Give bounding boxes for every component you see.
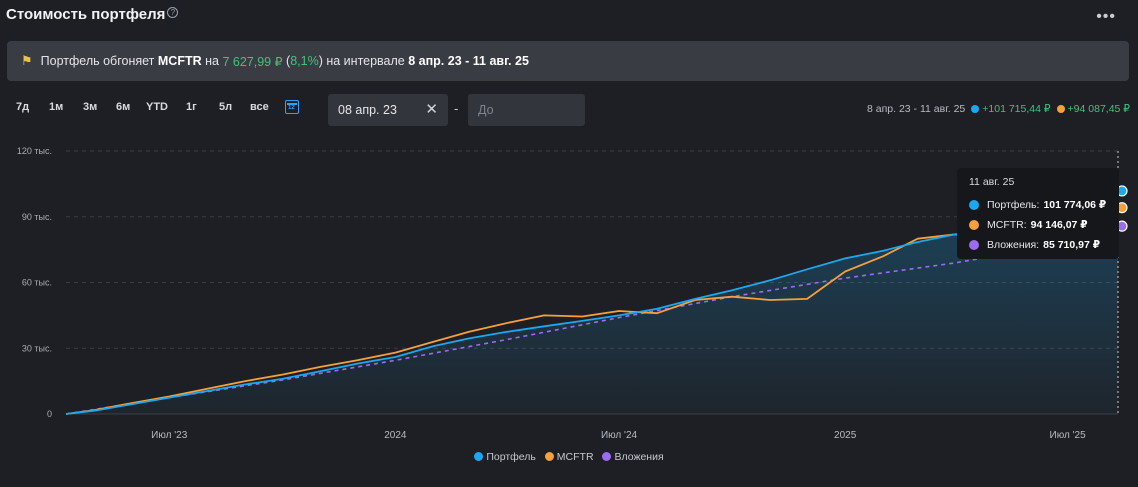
tooltip-investments-dot-icon — [969, 240, 979, 250]
legend-mcftr-label: MCFTR — [556, 451, 594, 463]
period-1m[interactable]: 1м — [49, 101, 64, 113]
banner-benchmark: MCFTR — [157, 54, 202, 68]
banner-interval: 8 апр. 23 - 11 авг. 25 — [408, 54, 529, 68]
legend-item-investments[interactable]: Вложения — [602, 451, 664, 463]
chart-tooltip: 11 авг. 25 Портфель: 101 774,06 ₽ MCFTR: 9… — [957, 168, 1119, 259]
tooltip-row-mcftr: MCFTR: 94 146,07 ₽ — [969, 215, 1107, 235]
tooltip-date: 11 авг. 25 — [969, 176, 1015, 188]
tooltip-portfolio-label: Портфель: — [987, 199, 1040, 211]
calendar-icon[interactable]: 12 — [285, 100, 299, 114]
portfolio-change: +101 715,44 ₽ — [982, 103, 1051, 115]
x-tick-label: Июл '23 — [151, 430, 188, 440]
page-title: Стоимость портфеля — [6, 6, 166, 23]
x-tick-label: Июл '24 — [601, 430, 638, 440]
y-tick-label: 60 тыс. — [22, 278, 52, 288]
portfolio-dot-icon — [971, 104, 980, 113]
banner-pct-open: ( — [286, 54, 291, 68]
banner-diff: 7 627,99 ₽ — [222, 54, 283, 69]
legend-mcftr-dot-icon — [544, 452, 554, 461]
y-tick-label: 30 тыс. — [22, 343, 52, 353]
chart-header: Стоимость портфеля? ••• — [6, 6, 1122, 30]
legend-investments-label: Вложения — [614, 451, 664, 463]
range-summary-dates: 8 апр. 23 - 11 авг. 25 — [867, 103, 966, 115]
period-all[interactable]: все — [250, 101, 269, 113]
banner-pct-close: ) — [318, 54, 323, 68]
tooltip-investments-label: Вложения: — [987, 239, 1040, 251]
period-ytd[interactable]: YTD — [146, 101, 168, 113]
mcftr-dot-icon — [1056, 104, 1065, 113]
y-tick-label: 0 — [47, 409, 52, 419]
tooltip-mcftr-dot-icon — [969, 220, 979, 230]
legend-item-mcftr[interactable]: MCFTR — [544, 451, 594, 463]
date-from-value: 08 апр. 23 — [338, 103, 397, 117]
period-1y[interactable]: 1г — [186, 101, 197, 113]
legend-item-portfolio[interactable]: Портфель — [474, 451, 536, 463]
date-range-dash: - — [454, 101, 459, 116]
period-5y[interactable]: 5л — [219, 101, 233, 113]
tooltip-row-investments: Вложения: 85 710,97 ₽ — [969, 235, 1107, 255]
more-options-icon[interactable]: ••• — [1096, 8, 1116, 25]
x-tick-label: 2024 — [384, 430, 407, 440]
tooltip-row-portfolio: Портфель: 101 774,06 ₽ — [969, 195, 1107, 215]
x-tick-label: Июл '25 — [1050, 430, 1087, 440]
help-icon[interactable]: ? — [167, 7, 179, 18]
banner-interval-text: на интервале — [326, 54, 405, 68]
tooltip-mcftr-label: MCFTR: — [987, 219, 1027, 231]
chart-legend: Портфель MCFTR Вложения — [0, 451, 1138, 463]
banner-prefix: Портфель обгоняет — [40, 54, 155, 68]
banner-pct: 8,1% — [290, 54, 319, 68]
period-6m[interactable]: 6м — [116, 101, 131, 113]
period-7d[interactable]: 7д — [16, 101, 30, 113]
comparison-banner: ⚑ Портфель обгоняет MCFTR на 7 627,99 ₽ … — [7, 41, 1129, 81]
y-tick-label: 90 тыс. — [22, 212, 52, 222]
trophy-icon: ⚑ — [21, 53, 33, 68]
portfolio-area — [66, 190, 1118, 414]
tooltip-mcftr-value: 94 146,07 ₽ — [1030, 219, 1088, 231]
tooltip-portfolio-value: 101 774,06 ₽ — [1043, 199, 1107, 211]
series-line-mcftr — [65, 206, 1119, 415]
banner-on: на — [205, 54, 219, 68]
date-from-input[interactable]: 08 апр. 23 ✕ — [328, 94, 448, 126]
date-to-placeholder: До — [478, 103, 494, 117]
legend-portfolio-dot-icon — [474, 452, 484, 461]
date-to-input[interactable]: До — [468, 94, 585, 126]
tooltip-investments-value: 85 710,97 ₽ — [1043, 239, 1101, 251]
mcftr-change: +94 087,45 ₽ — [1067, 103, 1130, 115]
legend-investments-dot-icon — [602, 452, 612, 461]
y-tick-label: 120 тыс. — [17, 146, 52, 156]
tooltip-portfolio-dot-icon — [969, 200, 979, 210]
legend-portfolio-label: Портфель — [486, 451, 536, 463]
clear-date-icon[interactable]: ✕ — [425, 101, 438, 118]
period-3m[interactable]: 3м — [83, 101, 98, 113]
range-summary: 8 апр. 23 - 11 авг. 25 +101 715,44 ₽ +94 0… — [867, 103, 1130, 115]
period-controls: 7д 1м 3м 6м YTD 1г 5л все 12 08 апр. 23 … — [8, 94, 1130, 126]
series-line-investments — [65, 225, 1119, 415]
x-tick-label: 2025 — [834, 430, 857, 440]
series-line-portfolio — [65, 190, 1119, 415]
